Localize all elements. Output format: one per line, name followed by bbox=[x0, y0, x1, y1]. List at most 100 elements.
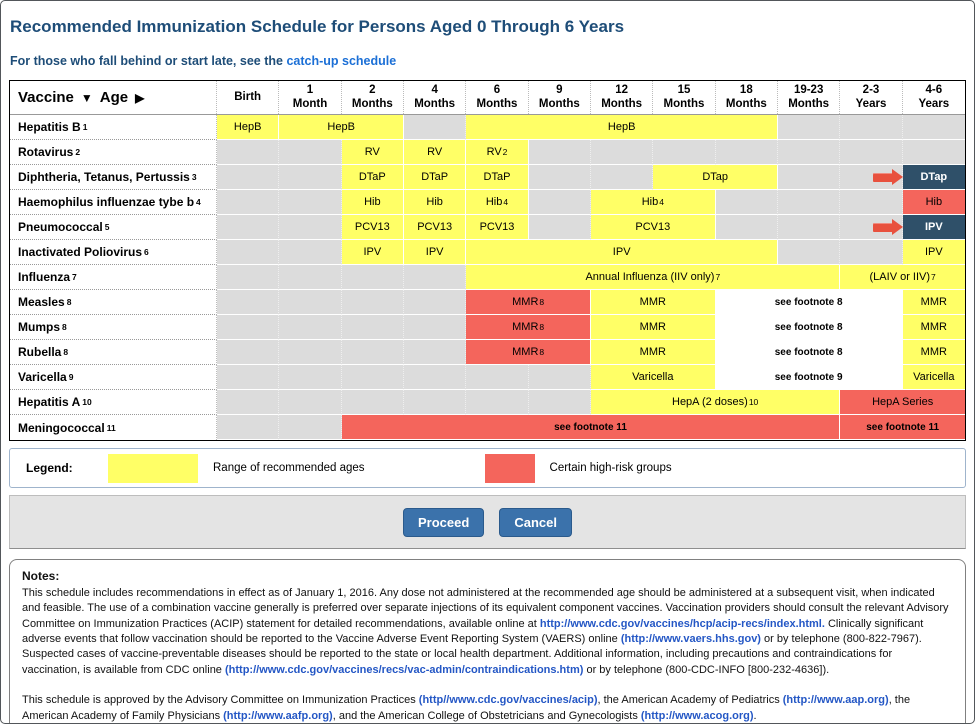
empty-cell bbox=[715, 140, 778, 165]
footnote-superscript: 7 bbox=[931, 272, 936, 282]
cell-label-text: IPV bbox=[924, 246, 943, 258]
cell-label-text: MMR bbox=[639, 296, 666, 308]
age-column-top-label: 9 bbox=[556, 83, 563, 96]
schedule-cell: Hib 4 bbox=[466, 190, 529, 215]
cell-label-text: PCV13 bbox=[354, 221, 390, 233]
footnote-superscript: 8 bbox=[539, 347, 545, 357]
vaccine-column-label: Vaccine bbox=[18, 89, 74, 106]
cell-label-text: Rubella bbox=[18, 345, 62, 359]
notes-title: Notes: bbox=[22, 569, 60, 583]
placement-arrow-icon bbox=[872, 169, 903, 185]
cancel-button[interactable]: Cancel bbox=[499, 507, 572, 537]
empty-cell bbox=[341, 365, 404, 390]
age-column-bottom-label: Years bbox=[855, 97, 887, 110]
schedule-cell: DTaP bbox=[466, 165, 529, 190]
age-column-top-label: Birth bbox=[234, 90, 262, 103]
cell-label-text: DTaP bbox=[483, 171, 511, 183]
cell-label-text: MMR bbox=[512, 296, 539, 308]
footnote-superscript: 10 bbox=[748, 397, 759, 407]
actions-band: Proceed Cancel bbox=[9, 495, 966, 549]
vaccine-row: Inactivated Poliovirus 6 IPV IPV IPV IPV bbox=[10, 240, 965, 265]
vaccine-name-cell: Diphtheria, Tetanus, Pertussis 3 bbox=[10, 165, 217, 190]
empty-cell bbox=[217, 140, 280, 165]
note-link[interactable]: (http://www.aap.org) bbox=[782, 694, 889, 707]
note-link[interactable]: (http://www.vaers.hhs.gov) bbox=[620, 632, 761, 645]
vaccine-row: Rotavirus 2 RV RV RV 2 bbox=[10, 140, 965, 165]
cell-label-text: DTap bbox=[920, 171, 948, 183]
note-link[interactable]: (http://www.aafp.org) bbox=[223, 709, 333, 722]
empty-cell bbox=[279, 265, 342, 290]
note-text: or by telephone (800-822-7967). Suspecte… bbox=[22, 632, 922, 676]
schedule-cell: see footnote 8 bbox=[715, 340, 903, 365]
age-column-top-label: 6 bbox=[493, 83, 501, 96]
catch-up-note: For those who fall behind or start late,… bbox=[10, 54, 966, 68]
cell-label-text: IPV bbox=[363, 246, 382, 258]
empty-cell bbox=[217, 290, 280, 315]
vaccine-name-cell: Influenza 7 bbox=[10, 265, 217, 290]
empty-cell bbox=[902, 140, 965, 165]
note-link[interactable]: (http://www.acog.org) bbox=[640, 709, 754, 722]
empty-cell bbox=[279, 415, 342, 440]
note-link[interactable]: http://www.cdc.gov/vaccines/hcp/acip-rec… bbox=[539, 617, 825, 630]
cell-label-text: Measles bbox=[18, 295, 65, 309]
note-link[interactable]: (http//www.cdc.gov/vaccines/acip) bbox=[418, 694, 598, 707]
schedule-cell: PCV13 bbox=[590, 215, 716, 240]
schedule-cell: Varicella bbox=[590, 365, 716, 390]
note-link[interactable]: (http://www.cdc.gov/vaccines/recs/vac-ad… bbox=[224, 663, 584, 676]
cell-label-text: Hepatitis B bbox=[18, 120, 81, 134]
empty-cell bbox=[403, 290, 467, 315]
empty-cell bbox=[279, 340, 342, 365]
schedule-cell: IPV bbox=[341, 240, 404, 265]
vaccine-name-cell: Hepatitis A 10 bbox=[10, 390, 217, 415]
empty-cell bbox=[279, 240, 342, 265]
schedule-cell: RV bbox=[403, 140, 467, 165]
empty-cell bbox=[528, 165, 591, 190]
cell-label-text: Annual Influenza (IIV only) bbox=[585, 271, 715, 283]
vaccine-row: Measles 8 MMR 8 MMR see footnote 8 MMR bbox=[10, 290, 965, 315]
proceed-button[interactable]: Proceed bbox=[403, 507, 485, 537]
page-title: Recommended Immunization Schedule for Pe… bbox=[10, 17, 625, 36]
vaccine-footnote-superscript: 11 bbox=[106, 422, 116, 433]
cell-label-text: DTaP bbox=[421, 171, 449, 183]
note-text: Clinically significant adverse events th… bbox=[22, 617, 924, 645]
vaccine-row: Varicella 9 Varicella see footnote 9 Varicel… bbox=[10, 365, 965, 390]
age-column-header: 2-3 Years bbox=[840, 81, 903, 114]
empty-cell bbox=[217, 365, 280, 390]
cell-label-text: Hib bbox=[485, 196, 503, 208]
placed-vaccine-cell[interactable]: IPV bbox=[902, 215, 965, 240]
schedule-cell: Varicella bbox=[902, 365, 965, 390]
note-text: or by telephone (800-CDC-INFO [800-232-4… bbox=[583, 663, 830, 676]
cell-label-text: Hib bbox=[364, 196, 381, 208]
schedule-cell: IPV bbox=[466, 240, 778, 265]
schedule-cell: Hib bbox=[902, 190, 965, 215]
age-column-top-label: 2-3 bbox=[862, 83, 880, 96]
cell-label-text: PCV13 bbox=[417, 221, 453, 233]
schedule-cell: PCV13 bbox=[341, 215, 404, 240]
empty-cell bbox=[777, 165, 841, 190]
empty-cell bbox=[279, 140, 342, 165]
vaccine-row: Diphtheria, Tetanus, Pertussis 3 DTaP DTaP D… bbox=[10, 165, 965, 190]
age-column-bottom-label: Months bbox=[601, 97, 643, 110]
catch-up-schedule-link[interactable]: catch-up schedule bbox=[286, 54, 397, 68]
empty-cell bbox=[217, 340, 280, 365]
age-column-header: 9 Months bbox=[529, 81, 591, 114]
empty-cell bbox=[404, 115, 467, 140]
empty-cell bbox=[403, 265, 467, 290]
cell-label-text: IPV bbox=[612, 246, 631, 258]
schedule-cell: MMR bbox=[902, 290, 965, 315]
schedule-cell: Hib bbox=[341, 190, 404, 215]
empty-cell bbox=[715, 190, 778, 215]
empty-cell bbox=[590, 140, 654, 165]
schedule-cell: HepA Series bbox=[840, 390, 965, 415]
empty-cell bbox=[528, 390, 591, 415]
schedule-cell: RV 2 bbox=[466, 140, 529, 165]
schedule-table: Vaccine ▼ Age ▶ Birth 1 Month 2 Months 4 Month… bbox=[9, 80, 966, 441]
placed-vaccine-cell[interactable]: DTap bbox=[902, 165, 965, 190]
schedule-cell: DTaP bbox=[341, 165, 404, 190]
cell-label-text: MMR bbox=[639, 321, 666, 333]
vaccine-footnote-superscript: 6 bbox=[144, 247, 149, 257]
cell-label-text: Rotavirus bbox=[18, 145, 74, 159]
age-column-header: Birth bbox=[217, 81, 280, 114]
schedule-cell: MMR 8 bbox=[466, 340, 591, 365]
vaccine-footnote-superscript: 9 bbox=[68, 372, 74, 382]
